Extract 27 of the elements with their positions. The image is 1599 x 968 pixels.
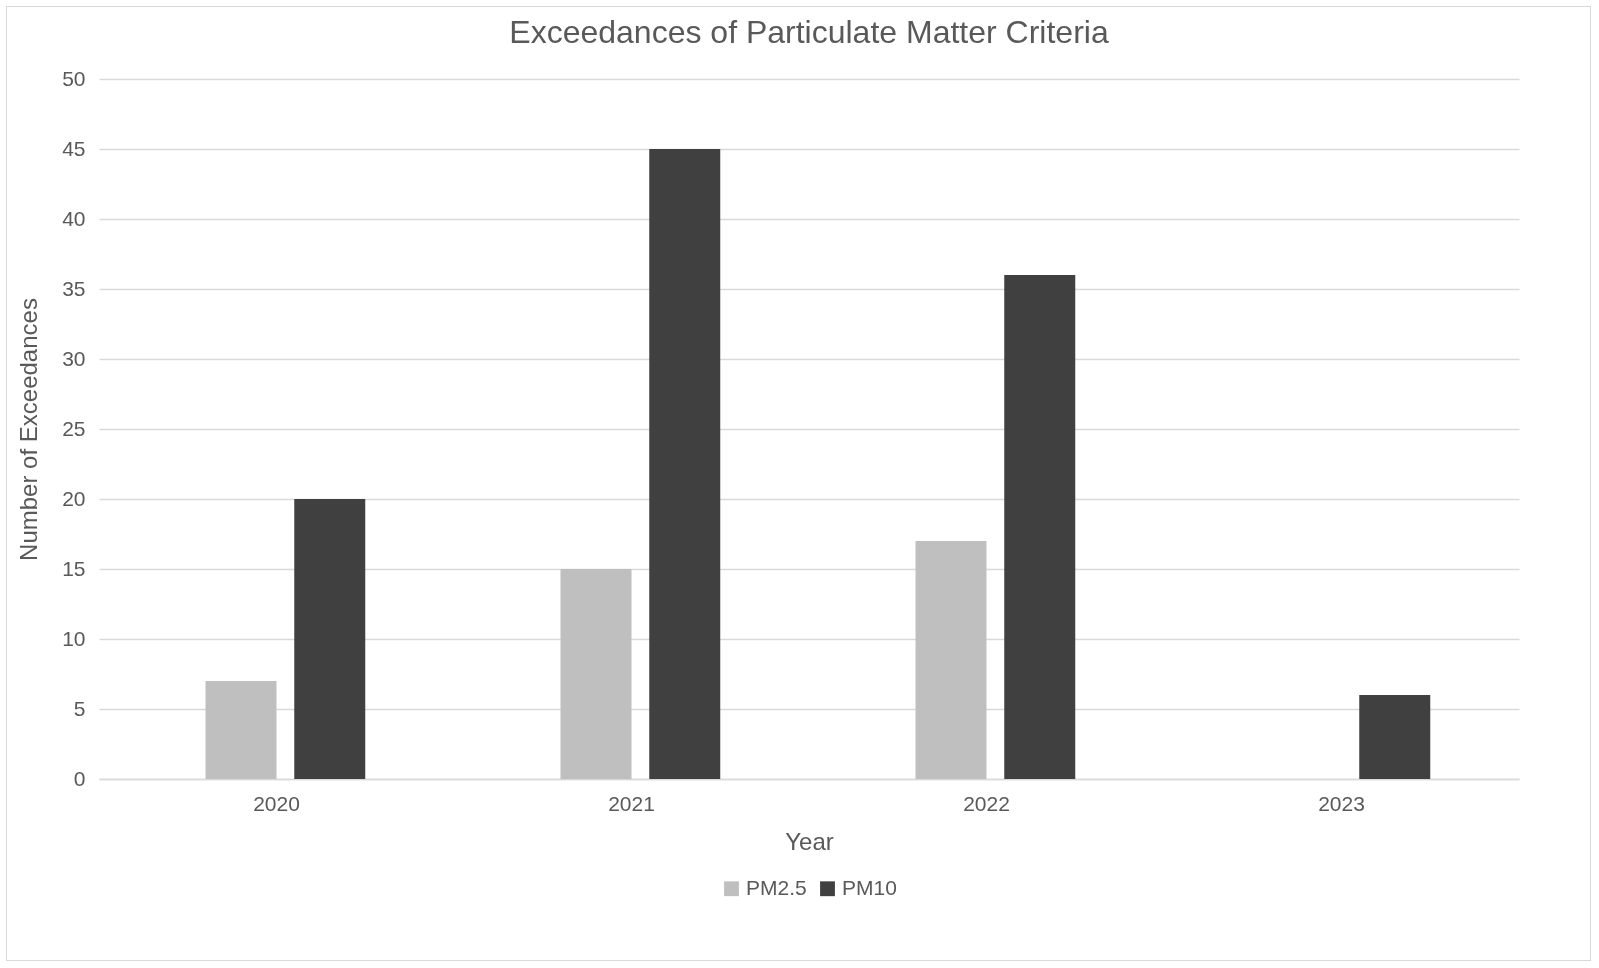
bar: [649, 149, 721, 779]
bar: [1359, 695, 1431, 779]
y-tick-label: 35: [62, 276, 86, 300]
x-tick-label: 2022: [963, 791, 1010, 815]
y-tick-label: 50: [62, 66, 86, 90]
legend-label: PM2.5: [746, 875, 807, 899]
bar: [915, 541, 987, 779]
y-tick-label: 30: [62, 346, 86, 370]
y-tick-label: 25: [62, 416, 86, 440]
y-tick-label: 15: [62, 556, 86, 580]
x-tick-label: 2021: [608, 791, 655, 815]
x-axis-title: Year: [785, 827, 834, 855]
bar: [205, 681, 277, 779]
y-tick-label: 5: [73, 696, 86, 720]
x-tick-label: 2023: [1318, 791, 1365, 815]
y-axis-title: Number of Exceedances: [15, 298, 43, 561]
bar: [560, 569, 632, 779]
bar: [1004, 275, 1076, 779]
x-tick-label: 2020: [253, 791, 300, 815]
legend-label: PM10: [842, 875, 897, 899]
y-tick-label: 10: [62, 626, 86, 650]
chart-title: Exceedances of Particulate Matter Criteria: [509, 14, 1109, 50]
bar: [294, 499, 366, 779]
y-tick-label: 20: [62, 486, 86, 510]
y-tick-label: 40: [62, 206, 86, 230]
y-tick-label: 0: [73, 766, 86, 790]
y-tick-label: 45: [62, 136, 86, 160]
